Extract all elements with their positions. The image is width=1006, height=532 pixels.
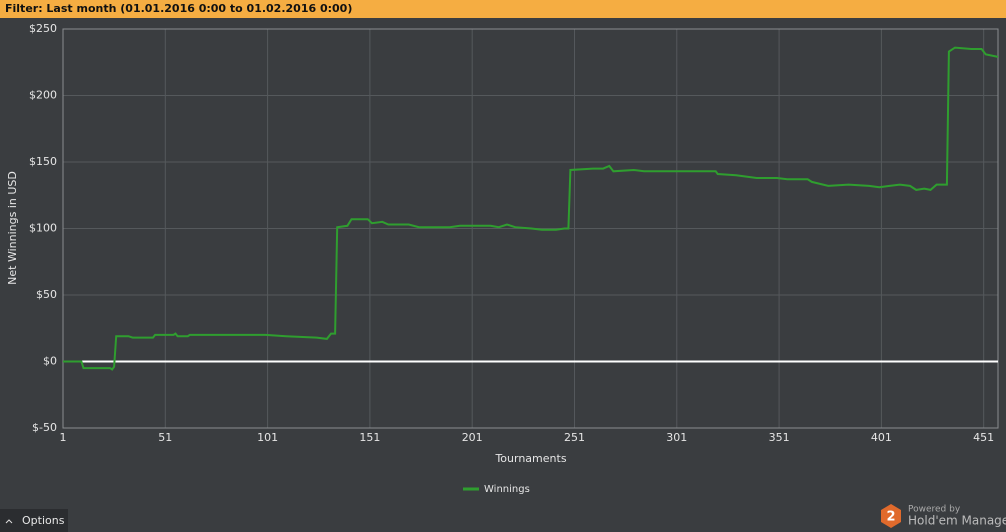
- brand: Hold'em Manager: [908, 514, 1006, 528]
- y-axis-title: Net Winnings in USD: [6, 171, 19, 285]
- y-tick-label: $150: [29, 155, 57, 168]
- x-tick-label: 151: [359, 431, 380, 444]
- x-tick-label: 401: [871, 431, 892, 444]
- legend-label: Winnings: [484, 484, 530, 495]
- x-tick-label: 251: [564, 431, 585, 444]
- filter-text: Filter: Last month (01.01.2016 0:00 to 0…: [5, 2, 352, 15]
- series-line: [63, 46, 999, 371]
- options-bg[interactable]: [0, 509, 68, 532]
- x-tick-label: 101: [257, 431, 278, 444]
- logo-hex: [881, 504, 901, 528]
- y-tick-label: $0: [43, 355, 57, 368]
- x-tick-label: 51: [158, 431, 172, 444]
- options-button[interactable]: Options: [0, 509, 68, 532]
- x-tick-label: 301: [666, 431, 687, 444]
- x-tick-label: 201: [462, 431, 483, 444]
- x-tick-label: 451: [973, 431, 994, 444]
- logo-text: 2: [886, 510, 895, 525]
- x-tick-label: 1: [60, 431, 67, 444]
- plot-frame: [62, 28, 999, 429]
- filter-bar: [0, 0, 1006, 18]
- options-caret[interactable]: [5, 519, 13, 524]
- y-tick-label: $100: [29, 222, 57, 235]
- powered-by: Powered by: [908, 505, 961, 515]
- y-tick-label: $-50: [32, 421, 57, 434]
- options-label[interactable]: Options: [22, 514, 65, 527]
- y-tick-label: $50: [36, 288, 57, 301]
- y-tick-label: $250: [29, 22, 57, 35]
- y-tick-label: $200: [29, 89, 57, 102]
- x-axis-title: Tournaments: [494, 452, 566, 465]
- x-tick-label: 351: [769, 431, 790, 444]
